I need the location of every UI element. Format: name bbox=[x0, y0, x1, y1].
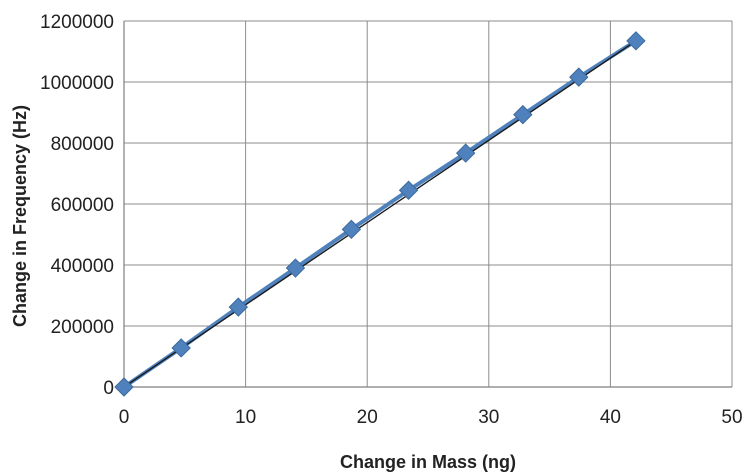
data-point bbox=[114, 377, 134, 397]
x-tick-label: 40 bbox=[600, 407, 621, 428]
data-point bbox=[455, 143, 476, 163]
axes bbox=[123, 21, 732, 388]
y-tick-label: 600000 bbox=[51, 195, 114, 216]
data-point bbox=[341, 219, 362, 240]
x-tick-labels: 0 10 20 30 40 50 bbox=[119, 407, 743, 428]
y-tick-label: 0 bbox=[103, 378, 114, 399]
data-point bbox=[228, 297, 249, 317]
x-tick-label: 50 bbox=[721, 407, 742, 428]
y-tick-label: 400000 bbox=[51, 256, 114, 277]
data-point bbox=[171, 338, 191, 358]
x-axis-title: Change in Mass (ng) bbox=[340, 452, 516, 472]
data-point bbox=[626, 31, 646, 51]
data-point bbox=[569, 67, 589, 87]
x-tick-label: 0 bbox=[119, 407, 130, 428]
y-tick-label: 800000 bbox=[51, 134, 114, 155]
series-line bbox=[122, 39, 638, 389]
x-tick-label: 20 bbox=[357, 407, 378, 428]
data-point bbox=[285, 258, 306, 278]
y-tick-label: 1200000 bbox=[40, 12, 114, 33]
y-tick-labels: 0 200000 400000 600000 800000 1000000 1200000 bbox=[40, 12, 114, 399]
y-tick-label: 200000 bbox=[51, 317, 114, 338]
y-tick-label: 1000000 bbox=[40, 73, 114, 94]
data-point bbox=[398, 180, 419, 200]
y-axis-title: Change in Frequency (Hz) bbox=[10, 105, 30, 327]
data-point bbox=[513, 104, 533, 125]
x-tick-label: 30 bbox=[478, 407, 499, 428]
gridlines bbox=[123, 20, 733, 388]
data-series bbox=[114, 31, 646, 397]
x-tick-label: 10 bbox=[235, 407, 256, 428]
trendline bbox=[123, 40, 637, 388]
